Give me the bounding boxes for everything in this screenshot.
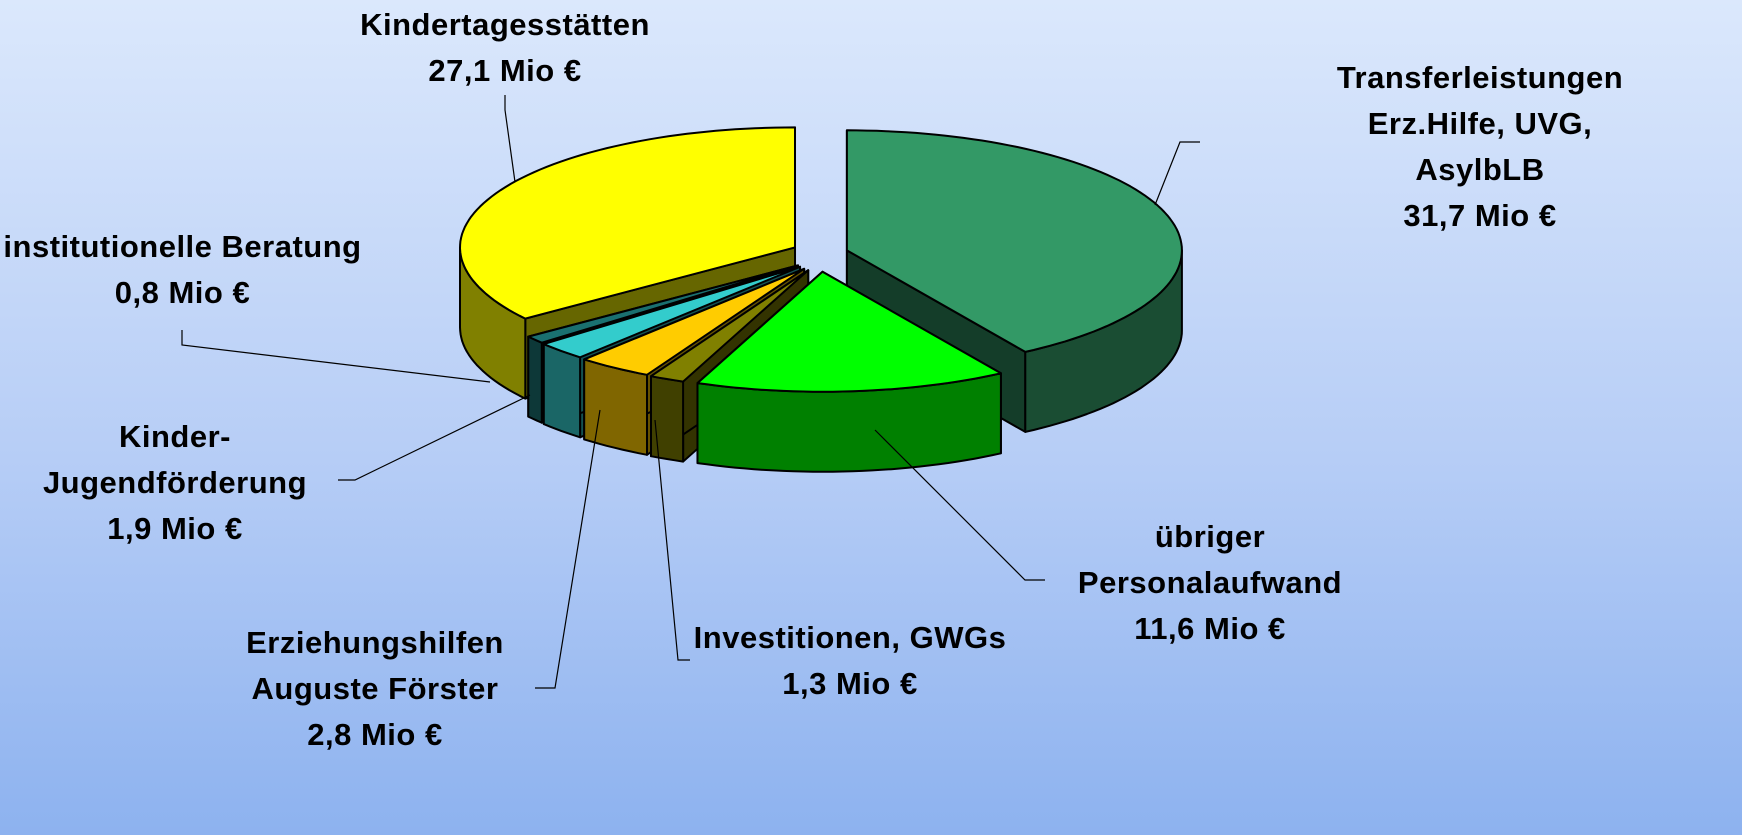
slice [650, 269, 810, 383]
label: Erziehungshilfen Auguste Förster 2,8 Mio… [205, 620, 545, 758]
label: Transferleistungen Erz.Hilfe, UVG, Asylb… [1330, 55, 1630, 239]
category-label: institutionelle Beratung [3, 229, 362, 264]
value-label: 1,9 Mio € [107, 511, 243, 546]
label: übriger Personalaufwand 11,6 Mio € [1045, 514, 1375, 652]
slice-wall [542, 343, 582, 439]
leader-line [1154, 141, 1200, 206]
category-label: Kinder-Jugendförderung [42, 419, 308, 500]
value-label: 1,3 Mio € [782, 666, 918, 701]
value-label: 27,1 Mio € [428, 53, 582, 88]
value-label: 0,8 Mio € [114, 275, 251, 310]
category-label: Kindertagesstätten [360, 7, 650, 42]
leader-line [535, 409, 601, 689]
leader-line [874, 429, 1045, 581]
value-label: 31,7 Mio € [1403, 198, 1557, 233]
category-label: Investitionen, GWGs [693, 620, 1007, 655]
label: institutionelle Beratung 0,8 Mio € [0, 224, 365, 316]
category-label: Erziehungshilfen Auguste Förster [246, 625, 504, 706]
slice [459, 126, 797, 320]
value-label: 2,8 Mio € [307, 717, 443, 752]
slice [542, 265, 802, 359]
category-label: übriger Personalaufwand [1077, 519, 1343, 600]
value-label: 11,6 Mio € [1134, 611, 1286, 646]
leader-line [504, 95, 516, 183]
leader-line [654, 419, 690, 661]
slice [696, 270, 1002, 393]
label: Kindertagesstätten 27,1 Mio € [305, 2, 705, 94]
leader-line [338, 394, 531, 481]
leader-line [181, 330, 491, 383]
slice [845, 129, 1183, 353]
slice [583, 267, 806, 376]
slice [527, 264, 800, 344]
category-label: Transferleistungen Erz.Hilfe, UVG, Asylb… [1336, 60, 1624, 187]
label: Kinder-Jugendförderung 1,9 Mio € [5, 414, 345, 552]
label: Investitionen, GWGs 1,3 Mio € [690, 615, 1010, 707]
slice-wall [527, 335, 543, 424]
slice-wall [650, 375, 685, 463]
